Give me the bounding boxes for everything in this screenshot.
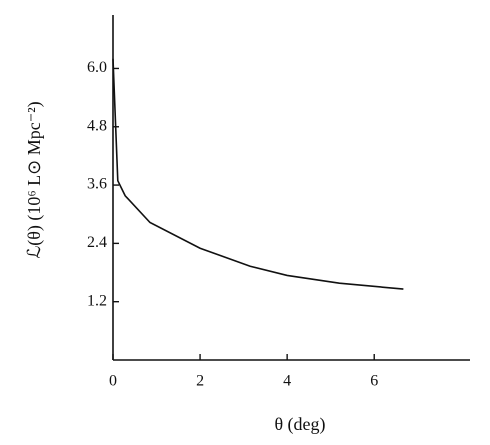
curve [112,58,404,290]
y-axis-label: ℒ(θ) (10⁶ L⊙ Mpc⁻²) [24,101,45,258]
y-tick-label: 3.6 [87,176,107,193]
y-tick-label: 4.8 [87,117,107,134]
x-tick-label: 2 [196,373,204,390]
y-tick-label: 1.2 [87,292,107,309]
x-axis-label: θ (deg) [274,414,325,435]
y-tick-label: 2.4 [87,234,107,251]
x-tick-label: 4 [283,373,291,390]
x-tick-label: 6 [370,373,378,390]
x-tick-label: 0 [109,373,117,390]
y-tick-label: 6.0 [87,59,107,76]
